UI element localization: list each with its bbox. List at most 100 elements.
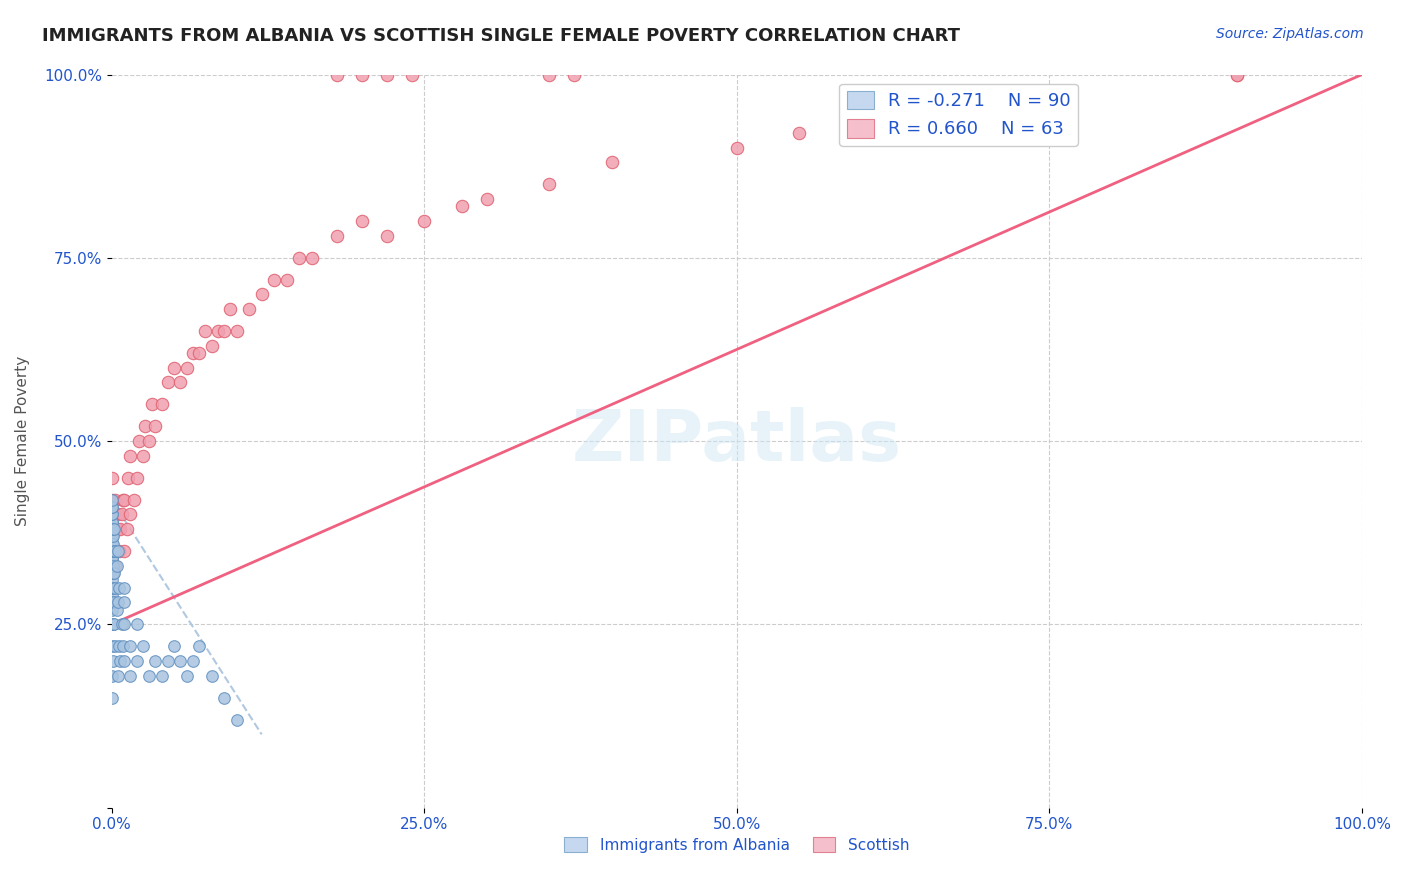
- Point: [145, 654, 167, 668]
- Point: [538, 178, 561, 192]
- Point: [100, 492, 122, 507]
- Point: [350, 68, 373, 82]
- Point: [238, 302, 260, 317]
- Point: [163, 360, 186, 375]
- Point: [100, 515, 122, 529]
- Point: [100, 492, 122, 507]
- Point: [112, 492, 135, 507]
- Legend: R = -0.271    N = 90, R = 0.660    N = 63: R = -0.271 N = 90, R = 0.660 N = 63: [839, 84, 1078, 145]
- Point: [219, 302, 242, 317]
- Point: [375, 228, 398, 243]
- Point: [163, 640, 186, 654]
- Point: [100, 581, 122, 595]
- Point: [100, 500, 122, 514]
- Point: [207, 324, 229, 338]
- Point: [110, 508, 132, 522]
- Point: [115, 522, 138, 536]
- Point: [101, 522, 124, 536]
- Point: [125, 654, 148, 668]
- Point: [120, 508, 142, 522]
- Point: [105, 558, 128, 573]
- Point: [100, 537, 122, 551]
- Point: [176, 360, 198, 375]
- Point: [1226, 68, 1249, 82]
- Point: [401, 68, 423, 82]
- Point: [188, 640, 211, 654]
- Point: [169, 654, 191, 668]
- Point: [134, 419, 156, 434]
- Point: [100, 529, 122, 543]
- Point: [201, 339, 224, 353]
- Point: [450, 199, 472, 213]
- Point: [101, 617, 124, 632]
- Point: [325, 68, 347, 82]
- Point: [350, 214, 373, 228]
- Point: [145, 419, 167, 434]
- Point: [100, 529, 122, 543]
- Point: [100, 595, 122, 609]
- Point: [112, 544, 135, 558]
- Point: [212, 690, 235, 705]
- Point: [101, 537, 124, 551]
- Point: [1226, 68, 1249, 82]
- Point: [112, 617, 135, 632]
- Point: [288, 251, 311, 265]
- Point: [100, 617, 122, 632]
- Point: [100, 581, 122, 595]
- Point: [110, 617, 132, 632]
- Point: [176, 669, 198, 683]
- Point: [120, 669, 142, 683]
- Text: IMMIGRANTS FROM ALBANIA VS SCOTTISH SINGLE FEMALE POVERTY CORRELATION CHART: IMMIGRANTS FROM ALBANIA VS SCOTTISH SING…: [42, 27, 960, 45]
- Point: [103, 595, 125, 609]
- Point: [100, 551, 122, 566]
- Point: [150, 397, 173, 411]
- Point: [122, 492, 145, 507]
- Point: [104, 581, 127, 595]
- Point: [188, 346, 211, 360]
- Point: [100, 566, 122, 580]
- Point: [225, 713, 247, 727]
- Text: ZIPatlas: ZIPatlas: [572, 407, 901, 475]
- Point: [107, 669, 129, 683]
- Point: [100, 544, 122, 558]
- Point: [100, 640, 122, 654]
- Point: [181, 654, 204, 668]
- Point: [100, 522, 122, 536]
- Point: [111, 640, 134, 654]
- Point: [101, 544, 124, 558]
- Point: [125, 617, 148, 632]
- Point: [112, 595, 135, 609]
- Point: [100, 471, 122, 485]
- Point: [111, 492, 134, 507]
- Point: [132, 449, 155, 463]
- Point: [108, 640, 131, 654]
- Point: [110, 654, 132, 668]
- Point: [100, 522, 122, 536]
- Point: [413, 214, 436, 228]
- Point: [156, 376, 179, 390]
- Point: [156, 654, 179, 668]
- Point: [101, 529, 124, 543]
- Point: [169, 376, 191, 390]
- Point: [100, 515, 122, 529]
- Point: [100, 551, 122, 566]
- Point: [138, 669, 160, 683]
- Point: [112, 581, 135, 595]
- Text: Source: ZipAtlas.com: Source: ZipAtlas.com: [1216, 27, 1364, 41]
- Point: [201, 669, 224, 683]
- Point: [325, 228, 347, 243]
- Point: [100, 544, 122, 558]
- Point: [101, 581, 124, 595]
- Point: [108, 581, 131, 595]
- Point: [150, 669, 173, 683]
- Point: [120, 449, 142, 463]
- Point: [100, 529, 122, 543]
- Point: [100, 508, 122, 522]
- Point: [100, 566, 122, 580]
- Point: [107, 508, 129, 522]
- Point: [101, 595, 124, 609]
- Point: [101, 654, 124, 668]
- Point: [103, 544, 125, 558]
- Point: [100, 558, 122, 573]
- Point: [375, 68, 398, 82]
